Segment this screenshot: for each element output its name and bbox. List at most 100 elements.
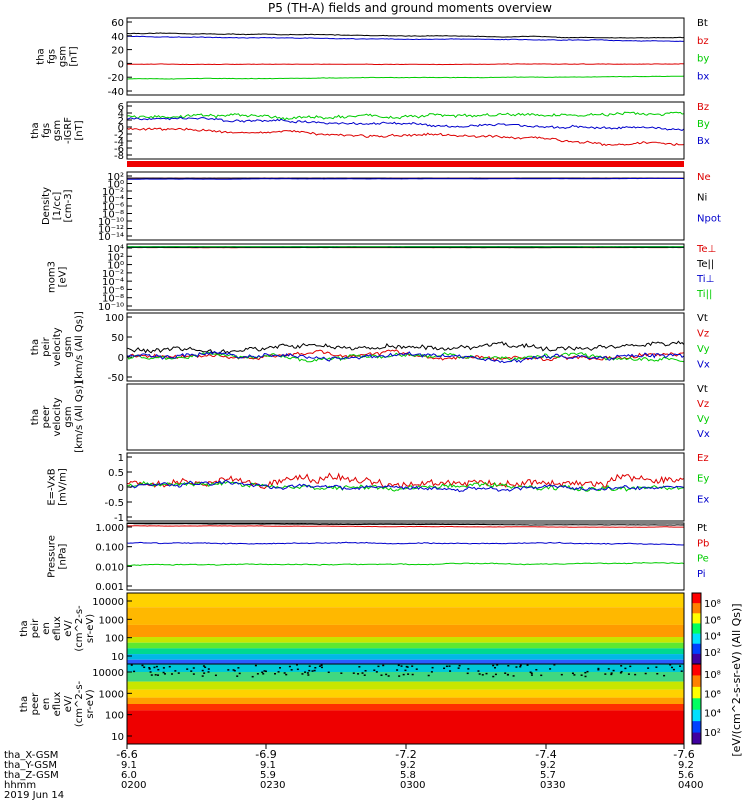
colorbar-tick-label: 10⁴: [704, 709, 721, 720]
y-axis-label-line: [eV]: [58, 267, 69, 288]
y-tick-label: 1000: [99, 615, 124, 626]
spectrogram-noise-mark: [581, 674, 583, 676]
legend-label-Pb: Pb: [697, 538, 709, 549]
y-axis-label-line: eV/: [63, 620, 74, 637]
spectrogram-noise-mark: [373, 669, 375, 671]
y-axis-label-line: peer: [41, 405, 52, 429]
spectrogram-noise-mark: [190, 670, 192, 672]
x-axis-row-value: 0330: [540, 780, 565, 791]
colorbar-segment: [692, 698, 701, 710]
spectrogram-noise-mark: [314, 670, 316, 672]
y-tick-label: 0.010: [95, 562, 124, 573]
legend-label-Bz: Bz: [697, 102, 709, 113]
spectrogram-noise-mark: [412, 674, 414, 676]
spectrogram-noise-mark: [385, 674, 387, 676]
y-axis-label-line: velocity: [52, 327, 63, 366]
spectrogram-noise-mark: [301, 673, 303, 675]
spectrogram-noise-mark: [535, 669, 537, 671]
y-axis-label-line: [mV/m]: [58, 468, 69, 506]
spectrogram-noise-mark: [304, 671, 306, 673]
spectrogram-band: [127, 710, 684, 744]
spectrogram-noise-mark: [411, 665, 413, 667]
spectrogram-noise-mark: [239, 673, 241, 675]
colorbar-segment: [692, 623, 701, 634]
y-axis-label-line: en: [41, 698, 52, 711]
y-tick-label: 10⁻¹⁴: [98, 232, 124, 243]
y-axis-label-line: [km/s (All Qs)]: [74, 381, 85, 453]
series-line-Pb: [127, 526, 684, 528]
y-tick-label: -8: [114, 151, 124, 162]
spectrogram-noise-mark: [613, 670, 615, 672]
spectrogram-band: [127, 672, 684, 682]
y-axis-label-line: E=-VxB: [47, 468, 58, 505]
x-axis-row-value: 0300: [400, 780, 425, 791]
spectrogram-noise-mark: [432, 667, 434, 669]
y-tick-label: -20: [108, 73, 124, 84]
spectrogram-noise-mark: [314, 667, 316, 669]
spectrogram-noise-mark: [446, 666, 448, 668]
legend-label-Npot: Npot: [697, 213, 721, 224]
spectrogram-noise-mark: [388, 675, 390, 677]
y-tick-label: -0.5: [104, 498, 124, 509]
x-axis-row-value: 0200: [121, 780, 146, 791]
spectrogram-band: [127, 654, 684, 660]
spectrogram-band: [127, 607, 684, 625]
spectrogram-noise-mark: [585, 676, 587, 678]
spectrogram-noise-mark: [340, 672, 342, 674]
spectrogram-noise-mark: [236, 675, 238, 677]
spectrogram-noise-mark: [561, 674, 563, 676]
x-axis-row-value: 0400: [678, 780, 703, 791]
legend-label-Pe: Pe: [697, 554, 709, 565]
spectrogram-noise-mark: [663, 675, 665, 677]
panel-pressure: 1.0000.1000.0100.001PtPbPePiPressure[nPa…: [47, 523, 710, 593]
spectrogram-noise-mark: [274, 673, 276, 675]
spectrogram-noise-mark: [458, 667, 460, 669]
spectrogram-noise-mark: [193, 667, 195, 669]
spectrogram-noise-mark: [443, 668, 445, 670]
legend-label-Ex: Ex: [697, 494, 709, 505]
spectrogram-noise-mark: [284, 672, 286, 674]
spectrogram-noise-mark: [530, 672, 532, 674]
spectrogram-band: [127, 637, 684, 643]
spectrogram-noise-mark: [178, 672, 180, 674]
y-axis-label-line: mom3: [47, 261, 58, 293]
y-tick-label: 50: [111, 333, 124, 344]
spectrogram-noise-mark: [186, 668, 188, 670]
legend-label-bx: bx: [697, 71, 709, 82]
spectrogram-noise-mark: [459, 665, 461, 667]
legend-label-bz: bz: [697, 36, 709, 47]
colorbar-segment: [692, 634, 701, 645]
panel-frame: [127, 172, 684, 240]
spectrogram-band: [127, 660, 684, 664]
spectrogram-noise-mark: [133, 671, 135, 673]
separator-bar: [127, 161, 684, 167]
legend-label-Vx: Vx: [697, 360, 710, 371]
series-line-Bz: [127, 128, 684, 145]
spectrogram-noise-mark: [492, 676, 494, 678]
legend-label-Vz: Vz: [697, 399, 709, 410]
spectrogram-noise-mark: [520, 665, 522, 667]
spectrogram-noise-mark: [403, 674, 405, 676]
spectrogram-noise-mark: [467, 673, 469, 675]
y-tick-label: 40: [111, 32, 124, 43]
spectrogram-noise-mark: [163, 672, 165, 674]
spectrogram-noise-mark: [365, 670, 367, 672]
spectrogram-noise-mark: [673, 669, 675, 671]
legend-label-Vx: Vx: [697, 429, 710, 440]
spectrogram-noise-mark: [584, 672, 586, 674]
spectrogram-noise-mark: [655, 666, 657, 668]
spectrogram-noise-mark: [208, 671, 210, 673]
spectrogram-noise-mark: [377, 666, 379, 668]
series-line-bx: [127, 36, 684, 41]
y-tick-label: 100: [105, 711, 124, 722]
x-axis-date: 2019 Jun 14: [4, 790, 64, 800]
spectrogram-noise-mark: [328, 672, 330, 674]
spectrogram-noise-mark: [376, 671, 378, 673]
y-axis-label-line: eV/: [63, 695, 74, 712]
legend-label-Vy: Vy: [697, 344, 710, 355]
spectrogram-noise-mark: [319, 665, 321, 667]
legend-label-Ti⊥: Ti⊥: [696, 274, 714, 285]
series-line-Ez: [127, 473, 684, 488]
